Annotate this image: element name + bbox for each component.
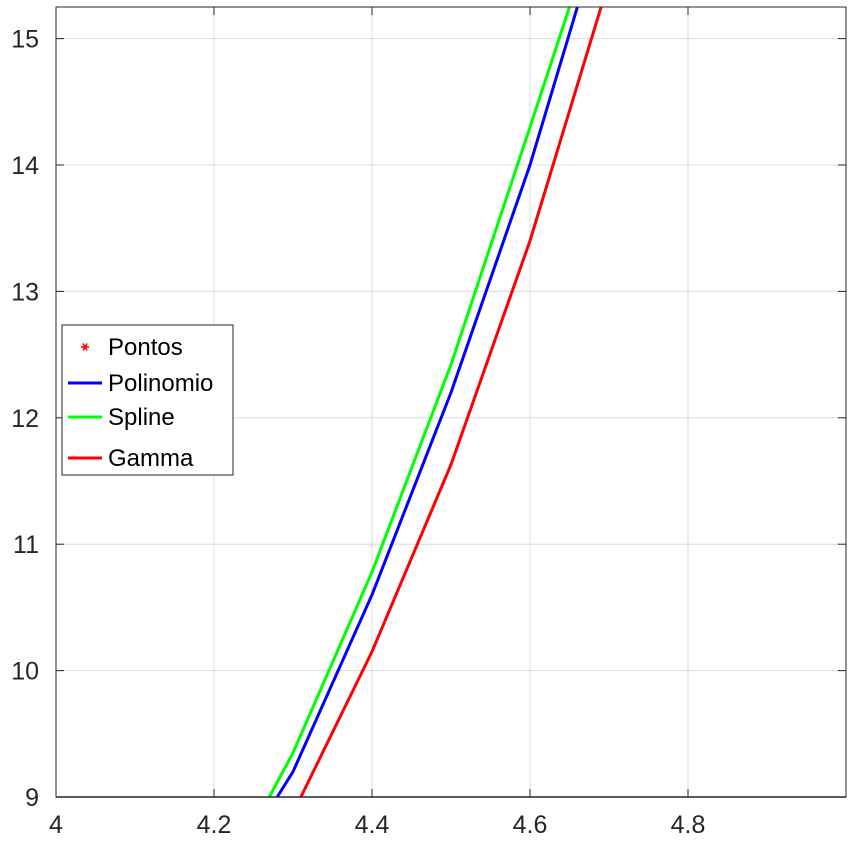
y-tick-label: 13 <box>11 278 39 306</box>
legend-item: Spline <box>68 404 175 431</box>
y-tick-label: 14 <box>11 152 39 180</box>
y-tick-label: 12 <box>11 405 39 433</box>
legend-label: Pontos <box>108 334 183 361</box>
x-tick-label: 4.6 <box>513 811 548 839</box>
legend-label: Gamma <box>108 445 194 472</box>
series-line-polinomio <box>275 7 579 797</box>
y-tick-label: 15 <box>11 26 39 54</box>
x-tick-label: 4.4 <box>355 811 390 839</box>
legend-label: Polinomio <box>108 370 213 397</box>
legend-item: Gamma <box>68 445 194 472</box>
legend-marker-asterisk <box>81 343 89 351</box>
legend-label: Spline <box>108 404 175 431</box>
legend: Pontos Polinomio Spline Gamma <box>61 324 234 476</box>
y-tick-label: 10 <box>11 658 39 686</box>
legend-item: Pontos <box>81 334 183 361</box>
legend-item: Polinomio <box>68 370 213 397</box>
y-axis-ticks: 9 10 11 12 13 14 15 <box>11 26 846 812</box>
x-tick-label: 4.2 <box>197 811 232 839</box>
x-axis-ticks: 4 4.2 4.4 4.6 4.8 <box>49 7 705 839</box>
series-line-spline <box>267 7 571 797</box>
series-group <box>267 7 603 797</box>
x-tick-label: 4.8 <box>671 811 706 839</box>
y-tick-label: 11 <box>13 531 39 559</box>
x-tick-label: 4 <box>49 811 63 839</box>
legend-box <box>61 324 234 476</box>
series-line-gamma <box>299 7 603 797</box>
y-tick-label: 9 <box>25 784 39 812</box>
